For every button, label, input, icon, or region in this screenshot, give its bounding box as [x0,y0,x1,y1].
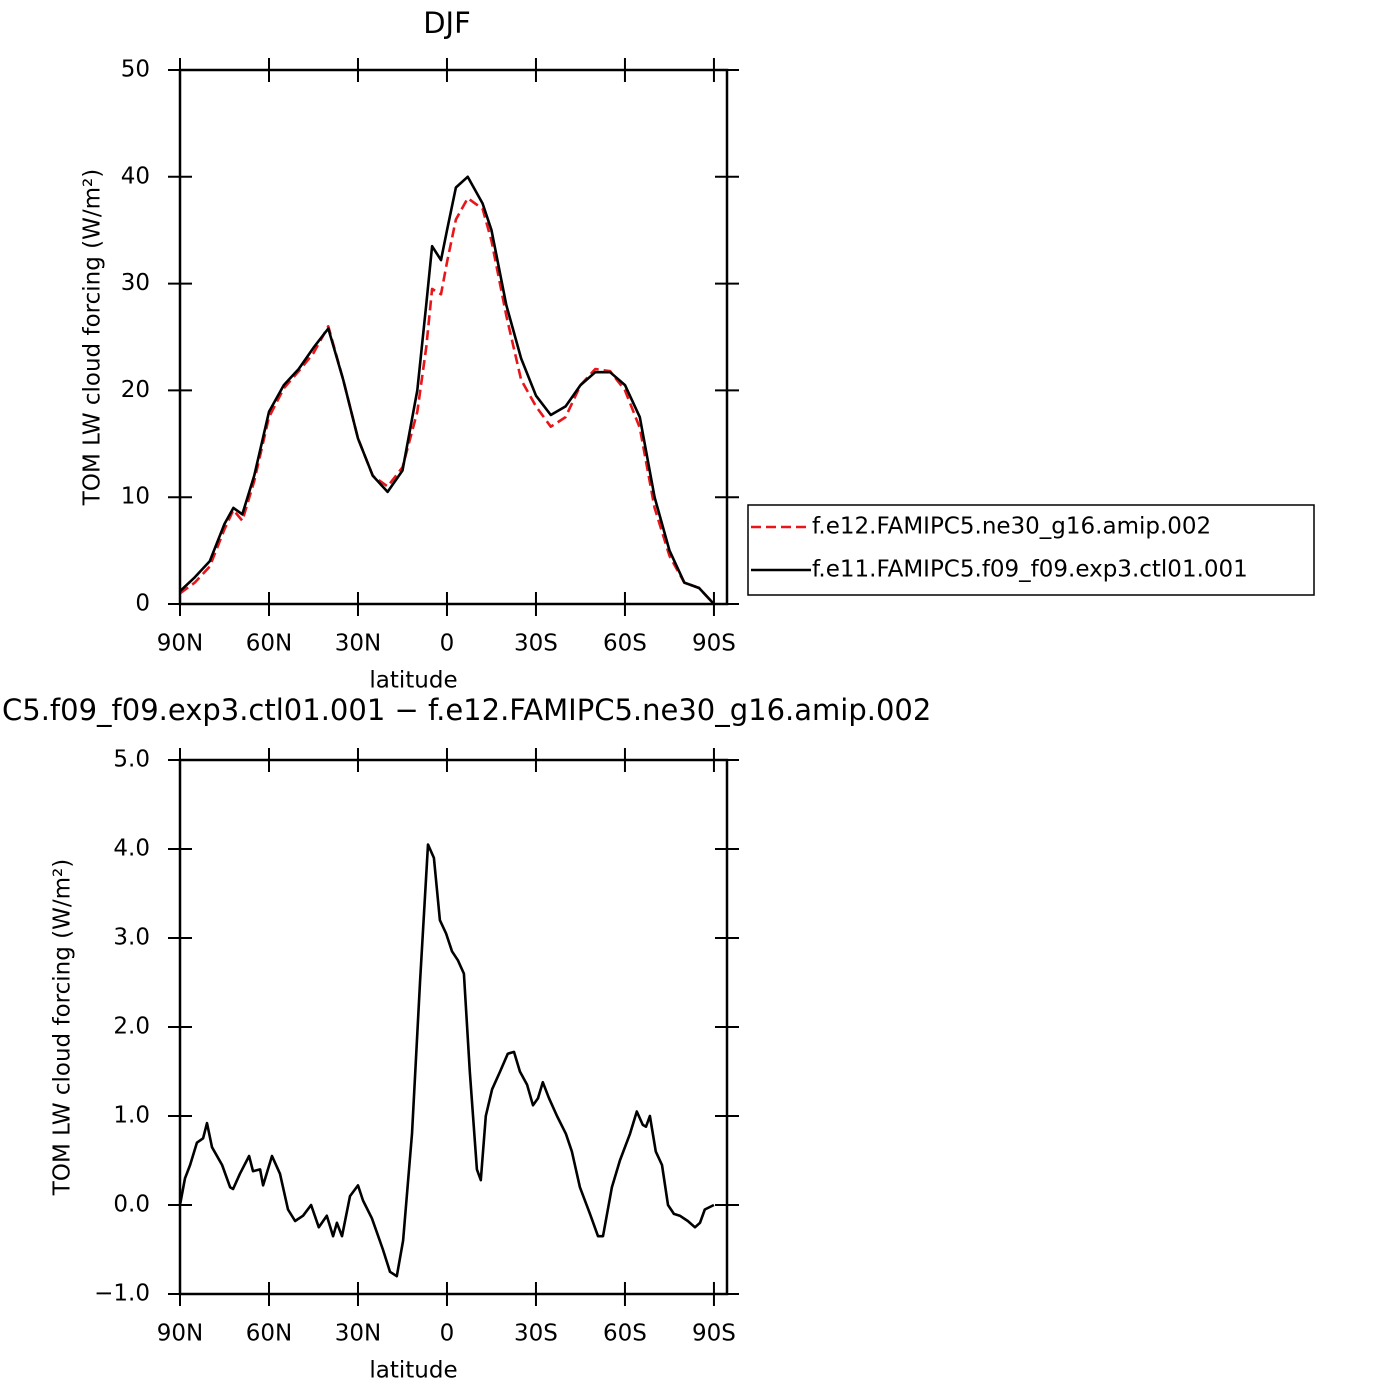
chart-title: DJF [423,6,471,40]
y-tick-label: 0.0 [113,1192,150,1218]
y-tick-label: 30 [121,270,150,296]
x-tick-label: 30S [514,631,558,657]
y-tick-label: 0 [135,591,150,617]
x-tick-label: 90S [692,1321,736,1347]
y-axis-title: TOM LW cloud forcing (W/m²) [50,859,76,1196]
x-tick-label: 30N [335,1321,381,1347]
y-tick-label: 4.0 [113,836,150,862]
x-axis-title: latitude [369,668,457,694]
chart-title: C5.f09_f09.exp3.ctl01.001 − f.e12.FAMIPC… [2,693,931,727]
y-tick-label: −1.0 [94,1281,150,1307]
y-tick-label: 20 [121,377,150,403]
x-tick-label: 0 [440,631,455,657]
legend-label: f.e11.FAMIPC5.f09_f09.exp3.ctl01.001 [812,557,1248,583]
y-tick-label: 5.0 [113,747,150,773]
y-axis-title: TOM LW cloud forcing (W/m²) [80,169,106,506]
data-line [179,175,715,605]
x-tick-label: 60N [246,631,292,657]
y-tick-label: 10 [121,484,150,510]
x-tick-label: 30N [335,631,381,657]
x-tick-label: 30S [514,1321,558,1347]
legend-box [747,504,1315,596]
x-tick-label: 60N [246,1321,292,1347]
y-tick-label: 1.0 [113,1103,150,1129]
plot-frame [178,758,729,1296]
data-line [178,843,715,1278]
x-tick-label: 60S [603,1321,647,1347]
plot-frame [178,68,729,606]
y-tick-label: 50 [121,57,150,83]
x-tick-label: 90N [157,631,203,657]
y-tick-label: 40 [121,163,150,189]
y-tick-label: 2.0 [113,1014,150,1040]
x-tick-label: 0 [440,1321,455,1347]
x-tick-label: 90S [692,631,736,657]
x-axis-title: latitude [369,1358,457,1384]
x-tick-label: 60S [603,631,647,657]
x-tick-label: 90N [157,1321,203,1347]
legend-label: f.e12.FAMIPC5.ne30_g16.amip.002 [812,514,1211,540]
y-tick-label: 3.0 [113,925,150,951]
